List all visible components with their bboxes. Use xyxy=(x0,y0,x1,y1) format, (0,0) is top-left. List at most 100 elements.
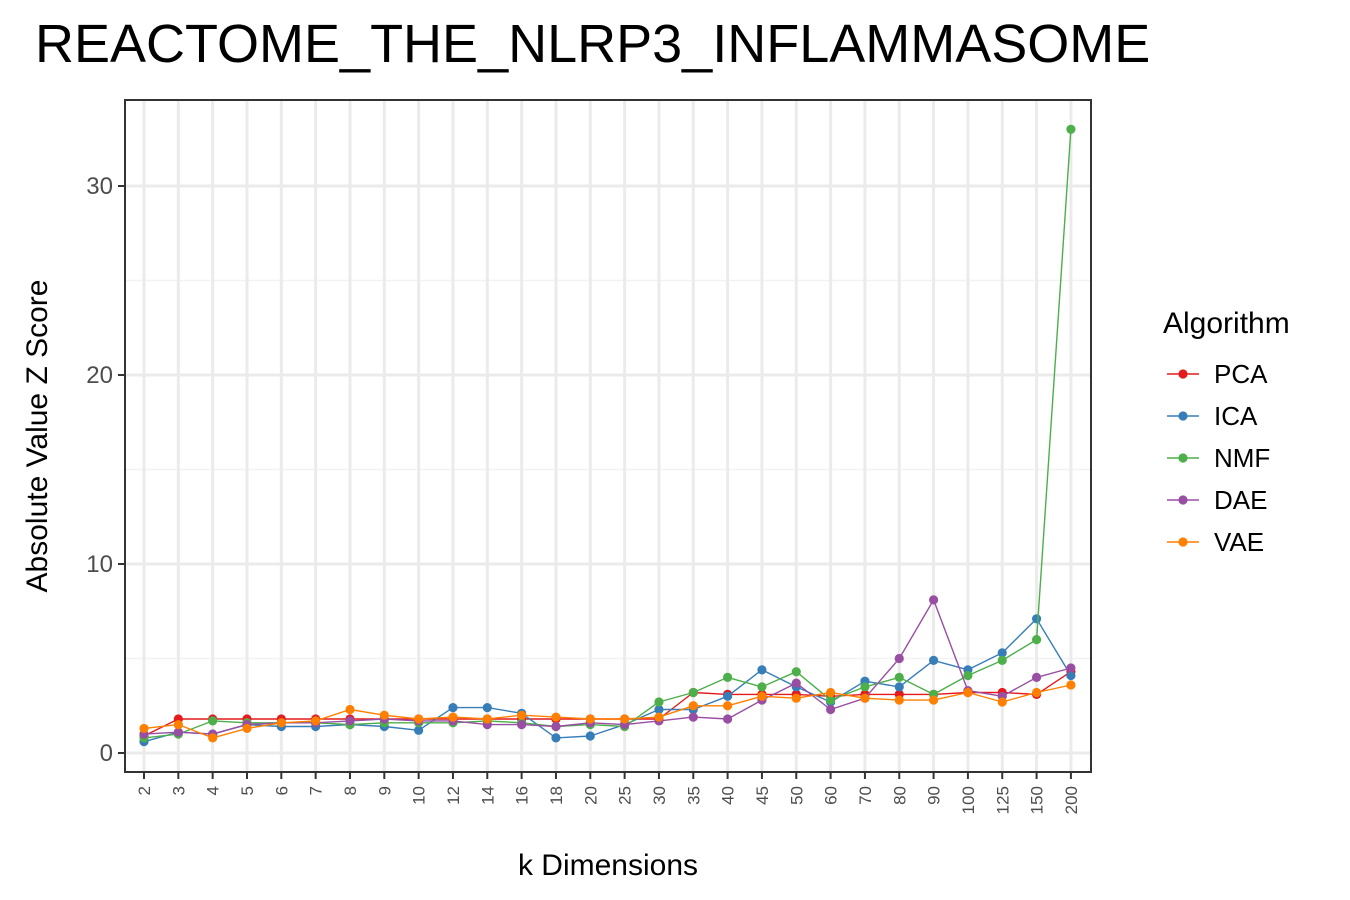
x-tick-label: 2 xyxy=(135,786,154,795)
x-tick-label: 45 xyxy=(753,786,772,805)
x-tick-label: 60 xyxy=(822,786,841,805)
x-tick-label: 100 xyxy=(959,786,978,814)
legend-items: PCA ICA NMF DAE VAE xyxy=(1167,359,1270,557)
data-point-dae xyxy=(791,678,801,688)
legend-label-ica: ICA xyxy=(1214,401,1258,431)
x-tick-label: 9 xyxy=(375,786,394,795)
y-tick-label: 20 xyxy=(86,362,113,389)
x-tick-label: 80 xyxy=(890,786,909,805)
data-point-nmf xyxy=(688,687,698,698)
series-layer xyxy=(139,124,1076,747)
data-point-dae xyxy=(1031,672,1042,683)
legend-marker-ica xyxy=(1178,411,1188,421)
data-point-dae xyxy=(173,727,183,737)
y-tick-label: 30 xyxy=(86,173,113,200)
data-point-ica xyxy=(585,731,595,741)
x-tick-label: 50 xyxy=(787,786,806,805)
x-tick-label: 125 xyxy=(993,786,1012,814)
data-point-vae xyxy=(311,716,321,726)
data-point-vae xyxy=(757,691,767,701)
data-point-ica xyxy=(414,725,424,735)
legend-title: Algorithm xyxy=(1163,307,1290,340)
x-tick-label: 5 xyxy=(238,786,257,795)
data-point-vae xyxy=(379,710,389,720)
x-tick-label: 8 xyxy=(341,786,360,795)
x-tick-label: 40 xyxy=(719,786,738,805)
legend-marker-vae xyxy=(1178,537,1188,547)
grid xyxy=(125,100,1091,772)
data-point-dae xyxy=(826,704,836,715)
data-point-nmf xyxy=(723,672,733,683)
data-point-ica xyxy=(894,682,904,692)
series-line-dae xyxy=(143,599,1072,735)
data-point-nmf xyxy=(757,682,767,692)
plot-background xyxy=(125,100,1091,772)
legend: Algorithm PCA ICA NMF DAE VAE xyxy=(1163,307,1290,557)
x-tick-label: 10 xyxy=(410,786,429,805)
data-point-ica xyxy=(551,733,561,743)
legend-marker-nmf xyxy=(1178,453,1188,463)
x-tick-label: 20 xyxy=(581,786,600,805)
data-point-vae xyxy=(928,695,939,705)
data-point-vae xyxy=(448,712,458,722)
plot-panel-border xyxy=(124,99,1092,773)
legend-marker-pca xyxy=(1178,369,1188,379)
data-point-nmf xyxy=(1066,124,1076,134)
data-point-vae xyxy=(791,693,801,703)
data-point-vae xyxy=(1031,687,1042,698)
x-tick-label: 6 xyxy=(272,786,291,795)
data-point-vae xyxy=(551,712,561,722)
data-point-ica xyxy=(757,665,767,675)
data-point-dae xyxy=(688,712,698,722)
y-tick-label: 0 xyxy=(100,740,113,767)
data-point-vae xyxy=(173,720,183,730)
data-point-ica xyxy=(448,703,458,713)
legend-label-dae: DAE xyxy=(1214,485,1267,515)
x-tick-label: 12 xyxy=(444,786,463,805)
data-point-vae xyxy=(276,718,286,728)
x-tick-label: 7 xyxy=(307,786,326,795)
data-point-vae xyxy=(208,733,218,743)
data-point-nmf xyxy=(1031,635,1042,645)
data-point-dae xyxy=(894,653,904,664)
x-tick-label: 25 xyxy=(616,786,635,805)
x-tick-label: 14 xyxy=(478,786,497,805)
x-tick-label: 70 xyxy=(856,786,875,805)
legend-label-nmf: NMF xyxy=(1214,443,1270,473)
data-point-ica xyxy=(482,703,492,713)
data-point-vae xyxy=(482,714,492,724)
data-point-ica xyxy=(1031,614,1042,624)
data-point-ica xyxy=(997,648,1007,658)
data-point-nmf xyxy=(963,670,973,681)
series-line-vae xyxy=(143,684,1072,739)
x-tick-label: 200 xyxy=(1062,786,1081,814)
data-point-vae xyxy=(654,712,664,722)
data-point-vae xyxy=(414,714,424,724)
data-point-ica xyxy=(928,655,939,665)
x-tick-label: 3 xyxy=(169,786,188,795)
data-point-vae xyxy=(139,723,149,734)
data-point-dae xyxy=(551,721,561,732)
x-tick-label: 35 xyxy=(684,786,703,805)
data-point-dae xyxy=(928,595,939,605)
data-point-dae xyxy=(723,714,733,724)
data-point-ica xyxy=(723,691,733,701)
x-tick-label: 4 xyxy=(204,786,223,795)
data-point-nmf xyxy=(208,716,218,726)
data-point-ica xyxy=(654,704,664,715)
data-point-vae xyxy=(345,704,355,715)
data-point-nmf xyxy=(654,697,664,707)
data-point-vae xyxy=(688,701,698,711)
data-point-ica xyxy=(1066,670,1076,681)
data-point-dae xyxy=(1066,663,1076,673)
data-point-nmf xyxy=(791,667,801,677)
data-point-nmf xyxy=(860,682,870,692)
x-tick-label: 18 xyxy=(547,786,566,805)
chart-title: REACTOME_THE_NLRP3_INFLAMMASOME xyxy=(35,14,1150,74)
x-axis-title: k Dimensions xyxy=(518,849,698,882)
data-point-vae xyxy=(963,687,973,698)
data-point-dae xyxy=(345,716,355,726)
legend-marker-dae xyxy=(1178,495,1188,505)
